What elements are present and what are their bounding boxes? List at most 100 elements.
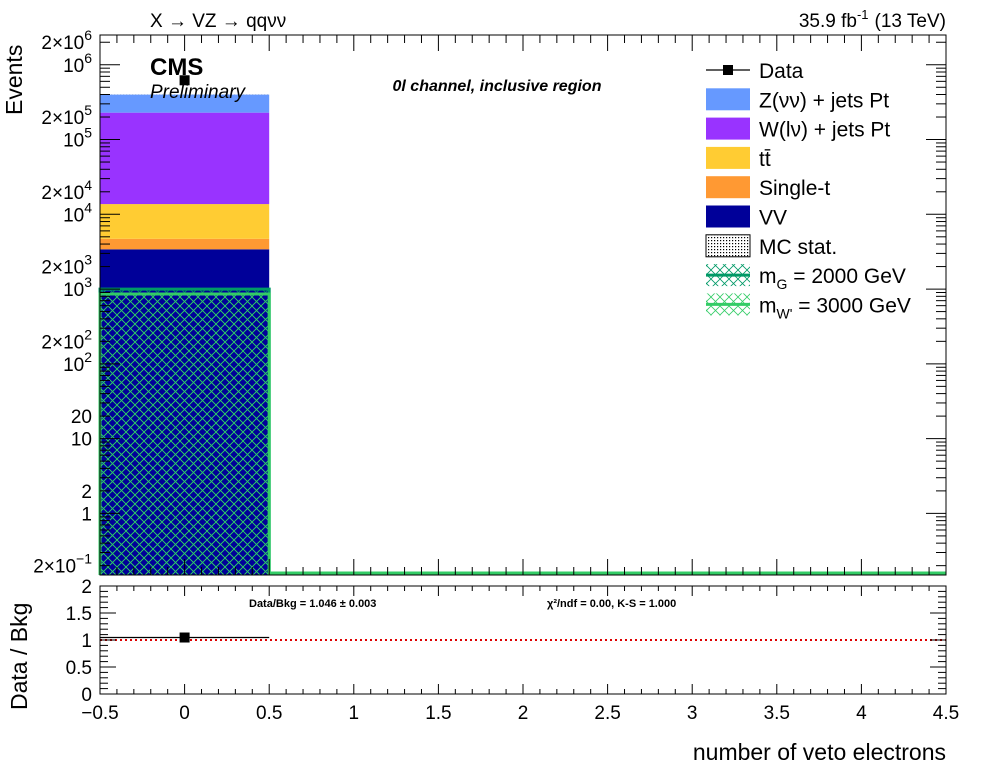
legend-label-text: Data — [759, 60, 804, 83]
ratio-data-bkg-text: Data/Bkg = 1.046 ± 0.003 — [249, 598, 376, 610]
ratio-y-tick-label: 1.5 — [66, 604, 92, 625]
legend-label-text: W(lν) + jets Pt — [759, 119, 890, 142]
legend-item-znn: Z(νν) + jets Pt — [706, 88, 889, 112]
stack-bar-w-l-jets-pt-bin-0 — [100, 112, 270, 205]
legend-label-data: Data — [759, 60, 804, 83]
y-tick-label: 104 — [63, 199, 92, 226]
stack-bar-z-jets-pt-bin-0 — [100, 94, 270, 113]
y-tick-exponent: 3 — [84, 252, 92, 268]
ratio-y-tick-label: 0.5 — [66, 658, 92, 679]
y-tick-mantissa: 10 — [63, 280, 84, 301]
legend: Data Z(νν) + jets Pt W(lν) + jets Pt tt̄ Sin… — [705, 60, 911, 321]
y-tick-mantissa: 2 — [81, 482, 92, 503]
lumi-exponent: -1 — [857, 7, 869, 22]
main-panel: 2×10−11210201022×1021032×1031042×1041052… — [33, 27, 947, 578]
x-tick-label: 1 — [349, 703, 360, 724]
y-tick-exponent: 3 — [84, 274, 92, 290]
legend-swatch-tt — [706, 146, 750, 169]
legend-swatch-wln — [706, 117, 750, 140]
lumi-value: 35.9 fb — [799, 11, 857, 32]
legend-item-vv: VV — [706, 205, 787, 230]
y-tick-mantissa: 2×10 — [41, 183, 84, 204]
y-tick-mantissa: 2×10 — [41, 33, 84, 54]
legend-item-sigW: mW' = 3000 GeV — [706, 293, 911, 321]
y-tick-mantissa: 1 — [81, 504, 92, 525]
process-title: X → VZ → qqνν — [150, 11, 286, 32]
preliminary-label: Preliminary — [150, 82, 247, 103]
y-axis-title: Events — [1, 45, 27, 115]
legend-item-tt: tt̄ — [706, 146, 771, 171]
legend-label-text: VV — [759, 207, 787, 230]
y-tick-label: 10 — [71, 430, 92, 451]
signal-hatch-1-bin-0 — [100, 293, 270, 575]
y-tick-label: 20 — [71, 407, 92, 428]
y-tick-label: 2×102 — [41, 326, 92, 353]
ratio-panel: 00.511.52−0.5 0 0.5 1 1.5 2 2.5 3 3.5 4 4.5 — [66, 577, 960, 724]
legend-label-text: MC stat. — [759, 236, 837, 259]
legend-item-data: Data — [706, 60, 804, 83]
y-tick-mantissa: 10 — [63, 56, 84, 77]
mc-stat-band-bin-0 — [100, 94, 270, 96]
y-tick-exponent: 4 — [84, 177, 92, 193]
x-tick-label: 3.5 — [764, 703, 790, 724]
y-tick-label: 2×103 — [41, 252, 92, 279]
legend-label-sigW: mW' = 3000 GeV — [759, 294, 911, 321]
legend-label-text: Single-t — [759, 177, 830, 200]
legend-label-znn: Z(νν) + jets Pt — [759, 89, 889, 112]
legend-label-sigG: mG = 2000 GeV — [759, 265, 906, 292]
legend-item-wln: W(lν) + jets Pt — [706, 117, 890, 142]
y-tick-label: 106 — [63, 50, 92, 77]
y-tick-mantissa: 2×10 — [41, 332, 84, 353]
x-tick-label: 0 — [179, 703, 190, 724]
legend-label-rest: = 2000 GeV — [787, 265, 906, 288]
ratio-y-axis-title: Data / Bkg — [6, 603, 32, 710]
legend-item-mcstat: MC stat. — [705, 234, 837, 259]
legend-swatch-znn — [706, 88, 750, 111]
y-tick-mantissa: 20 — [71, 407, 92, 428]
stack-bar-tt--bin-0 — [100, 204, 270, 239]
x-tick-label: 3 — [687, 703, 698, 724]
ratio-point — [179, 632, 190, 643]
legend-swatch-st — [706, 176, 750, 199]
x-tick-label: 4.5 — [933, 703, 959, 724]
y-tick-exponent: 2 — [84, 349, 92, 365]
y-tick-mantissa: 10 — [63, 205, 84, 226]
legend-swatch-vv — [706, 205, 750, 228]
x-tick-label: 0.5 — [256, 703, 282, 724]
y-tick-label: 1 — [81, 504, 92, 525]
data-point — [179, 75, 190, 86]
legend-label-rest: = 3000 GeV — [792, 294, 911, 317]
legend-label-st: Single-t — [759, 177, 830, 200]
ratio-y-tick-label: 2 — [81, 577, 92, 598]
y-tick-exponent: 6 — [84, 27, 92, 43]
y-tick-label: 105 — [63, 125, 92, 152]
stack-bar-single-t-bin-0 — [100, 238, 270, 250]
cms-label: CMS — [150, 54, 203, 81]
legend-label-subscript: G — [777, 276, 788, 292]
legend-label-subscript: W' — [777, 305, 793, 321]
y-tick-exponent: −1 — [76, 551, 92, 567]
ratio-y-tick-label: 0 — [81, 685, 92, 706]
y-tick-label: 2×105 — [41, 102, 92, 129]
legend-label-vv: VV — [759, 207, 787, 230]
x-tick-label: 2.5 — [594, 703, 620, 724]
legend-label-text: m — [759, 265, 777, 288]
y-tick-exponent: 6 — [84, 50, 92, 66]
energy-label: (13 TeV) — [875, 11, 946, 32]
region-label: 0l channel, inclusive region — [393, 78, 602, 95]
y-tick-exponent: 4 — [84, 199, 92, 215]
x-tick-label: 1.5 — [425, 703, 451, 724]
ratio-y-tick-label: 1 — [81, 631, 92, 652]
lumi-label: 35.9 fb-1 (13 TeV) — [799, 7, 946, 32]
y-tick-label: 2×104 — [41, 177, 92, 204]
y-tick-label: 2×10−1 — [33, 551, 92, 578]
legend-item-st: Single-t — [706, 176, 830, 200]
legend-label-text: Z(νν) + jets Pt — [759, 89, 889, 112]
y-tick-exponent: 5 — [84, 102, 92, 118]
y-tick-mantissa: 10 — [71, 430, 92, 451]
legend-swatch-mcstat — [705, 234, 751, 258]
x-tick-label: 4 — [856, 703, 867, 724]
legend-item-sigG: mG = 2000 GeV — [706, 264, 906, 292]
legend-label-mcstat: MC stat. — [759, 236, 837, 259]
